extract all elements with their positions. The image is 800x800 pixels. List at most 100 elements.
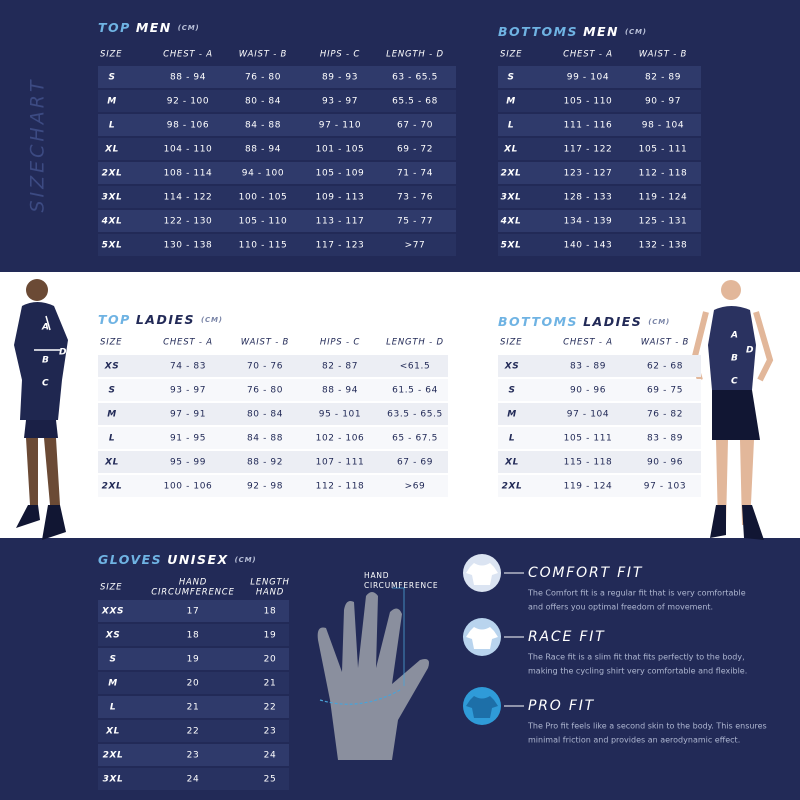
- table-cell: 25: [264, 775, 277, 785]
- column-header: SIZE: [100, 50, 122, 60]
- size-cell: 3XL: [103, 775, 124, 785]
- table-cell: 61.5 - 64: [392, 386, 438, 396]
- title-accent: TOP: [98, 20, 131, 35]
- table-cell: 76 - 80: [247, 386, 283, 396]
- table-row: [498, 355, 701, 377]
- column-header: LENGTH - D: [386, 338, 444, 348]
- table-title: BOTTOMS MEN (CM): [498, 24, 647, 39]
- hand-label: HAND: [364, 571, 389, 580]
- table-row: [98, 114, 456, 136]
- column-header: HIPS - C: [320, 50, 360, 60]
- column-header: WAIST - B: [639, 50, 687, 60]
- table-cell: 84 - 88: [247, 434, 283, 444]
- size-cell: S: [507, 73, 514, 83]
- size-cell: S: [109, 655, 116, 665]
- table-row: [98, 66, 456, 88]
- male-figure: [14, 279, 68, 540]
- table-row: [498, 114, 701, 136]
- table-cell: 22: [264, 703, 277, 713]
- column-header: CHEST - A: [563, 50, 613, 60]
- size-cell: XL: [503, 145, 518, 155]
- table-cell: >69: [405, 482, 426, 492]
- table-row: [498, 475, 701, 497]
- column-header: CHEST - A: [563, 338, 613, 348]
- table-cell: 117 - 123: [316, 241, 365, 251]
- table-cell: 92 - 100: [167, 97, 209, 107]
- female-figure: [690, 280, 774, 540]
- table-row: [98, 624, 289, 646]
- figure-label: B: [42, 356, 49, 366]
- size-cell: XXS: [101, 607, 124, 617]
- title-main: UNISEX: [167, 552, 228, 567]
- table-cell: 134 - 139: [564, 217, 613, 227]
- fit-shirt: [466, 627, 498, 649]
- table-cell: 67 - 70: [397, 121, 433, 131]
- table-cell: 97 - 110: [319, 121, 361, 131]
- table-cell: 109 - 113: [316, 193, 365, 203]
- size-cell: XL: [104, 458, 119, 468]
- column-header: HAND: [256, 588, 284, 598]
- table-cell: 98 - 104: [642, 121, 684, 131]
- table-cell: 101 - 105: [316, 145, 365, 155]
- table-row: [98, 768, 289, 790]
- table-cell: 132 - 138: [639, 241, 688, 251]
- table-cell: 69 - 75: [647, 386, 683, 396]
- title-main: LADIES: [136, 312, 195, 327]
- fit-description: making the cycling shirt very comfortabl…: [528, 667, 747, 676]
- table-cell: 76 - 82: [647, 410, 683, 420]
- table-cell: 110 - 115: [239, 241, 288, 251]
- side-label: SIZECHART: [27, 77, 49, 212]
- column-header: SIZE: [500, 338, 522, 348]
- table-cell: 20: [264, 655, 277, 665]
- table-row: [98, 379, 448, 401]
- table-cell: >77: [405, 241, 426, 251]
- table-cell: 65 - 67.5: [392, 434, 438, 444]
- table-cell: 88 - 94: [170, 73, 206, 83]
- figure-label: D: [59, 348, 67, 358]
- table-row: [98, 451, 448, 473]
- size-cell: S: [108, 73, 115, 83]
- figure-label: B: [731, 354, 738, 364]
- size-cell: L: [110, 703, 116, 713]
- table-title: TOP MEN (CM): [98, 20, 199, 35]
- column-header: HIPS - C: [320, 338, 360, 348]
- table-row: [98, 186, 456, 208]
- table-cell: <61.5: [400, 362, 431, 372]
- title-accent: GLOVES: [98, 552, 162, 567]
- size-cell: 3XL: [102, 193, 123, 203]
- fit-title: RACE FIT: [528, 629, 606, 645]
- column-header: CHEST - A: [163, 338, 213, 348]
- table-cell: 95 - 101: [319, 410, 361, 420]
- table-row: [98, 355, 448, 377]
- size-cell: M: [107, 410, 117, 420]
- table-row: [98, 138, 456, 160]
- title-accent: TOP: [98, 312, 131, 327]
- title-unit: (CM): [201, 316, 223, 324]
- table-cell: 76 - 80: [245, 73, 281, 83]
- table-cell: 17: [187, 607, 200, 617]
- size-cell: M: [506, 97, 516, 107]
- table-cell: 97 - 103: [644, 482, 686, 492]
- table-row: [498, 90, 701, 112]
- table-cell: 83 - 89: [570, 362, 606, 372]
- size-cell: 5XL: [102, 241, 123, 251]
- table-row: [498, 162, 701, 184]
- table-cell: 24: [264, 751, 277, 761]
- table-cell: 125 - 131: [639, 217, 688, 227]
- column-header: LENGTH: [250, 578, 289, 588]
- table-cell: 23: [187, 751, 200, 761]
- table-cell: 114 - 122: [164, 193, 213, 203]
- table-row: [498, 210, 701, 232]
- table-cell: 88 - 94: [245, 145, 281, 155]
- table-cell: 63.5 - 65.5: [387, 410, 443, 420]
- column-header: SIZE: [100, 338, 122, 348]
- size-cell: 2XL: [501, 169, 522, 179]
- table-cell: 98 - 106: [167, 121, 209, 131]
- table-cell: 69 - 72: [397, 145, 433, 155]
- column-header: SIZE: [100, 583, 122, 593]
- table-row: [98, 600, 289, 622]
- table-cell: 21: [187, 703, 200, 713]
- table-cell: 62 - 68: [647, 362, 683, 372]
- table-row: [498, 451, 701, 473]
